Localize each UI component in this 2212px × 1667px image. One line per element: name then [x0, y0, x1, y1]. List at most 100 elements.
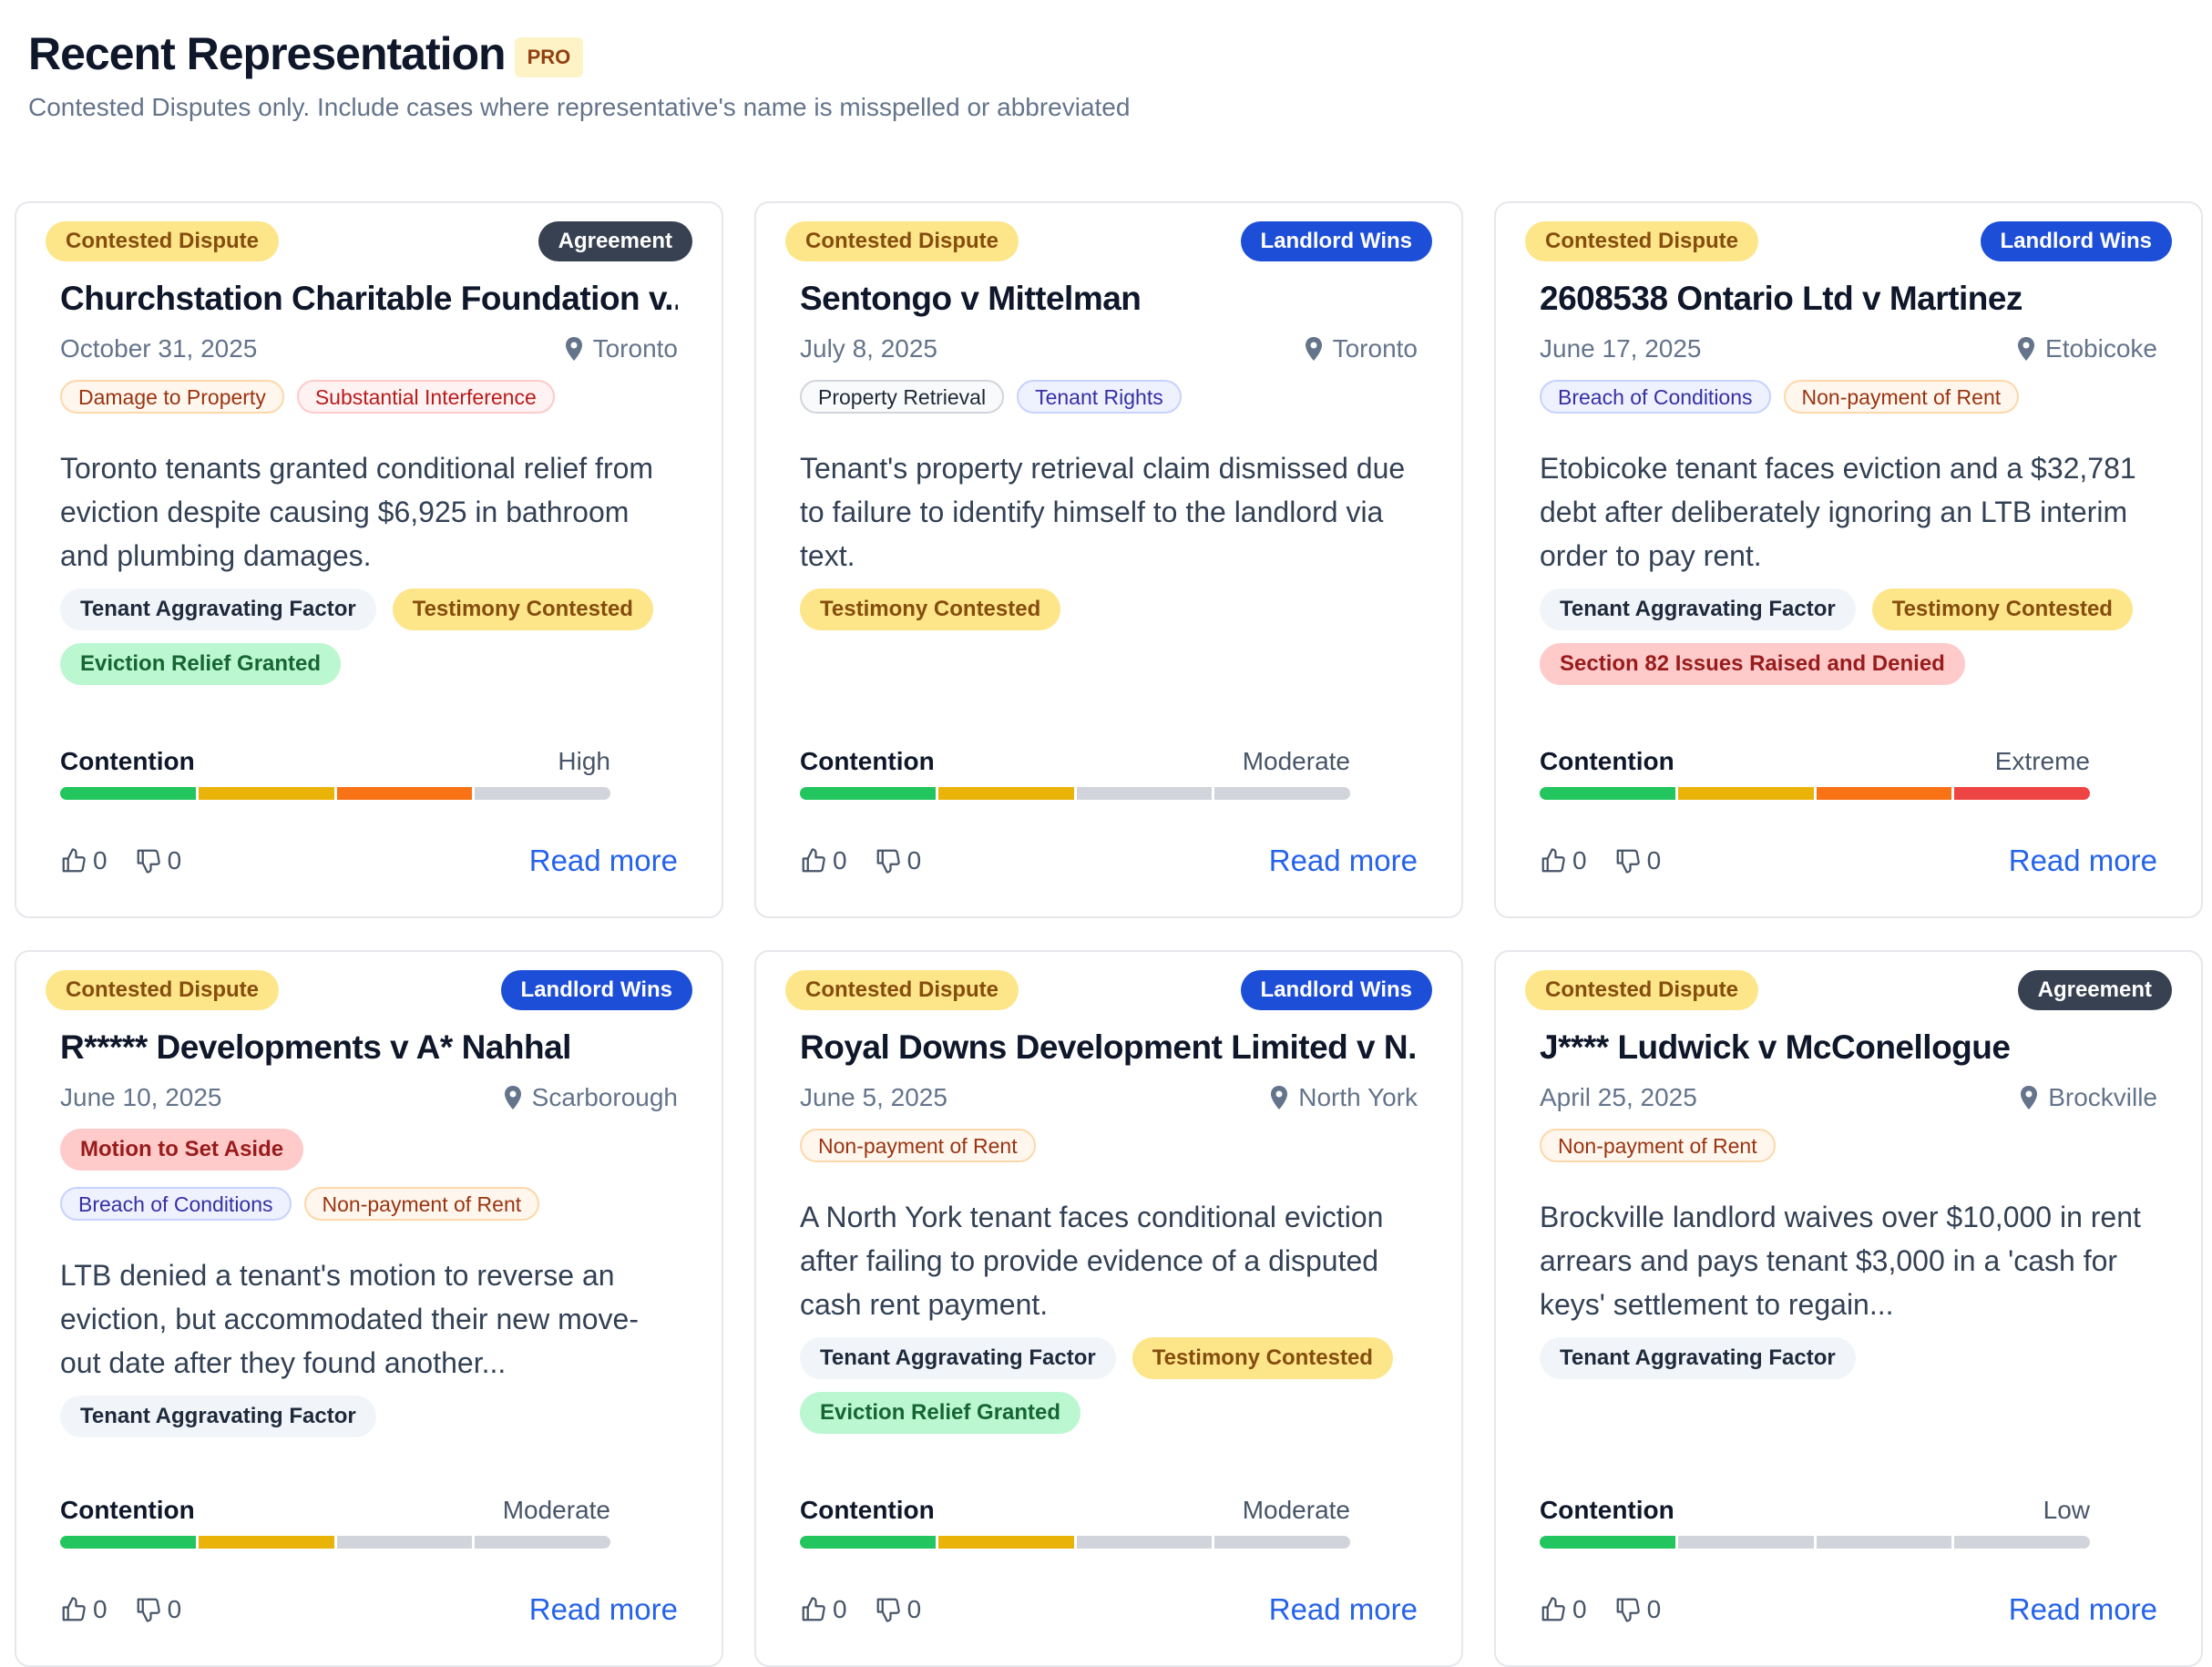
card-footer: 0 0 Read more	[1540, 1592, 2157, 1627]
like-button[interactable]: 0	[60, 1595, 108, 1624]
like-button[interactable]: 0	[800, 1595, 847, 1624]
icon	[135, 847, 162, 874]
dislike-button[interactable]: 0	[875, 1595, 921, 1624]
icon	[1304, 336, 1324, 362]
like-count: 0	[93, 1595, 108, 1623]
card-footer: 0 0 Read more	[60, 844, 678, 878]
flag-tag: Eviction Relief Granted	[800, 1392, 1081, 1434]
icon	[1540, 847, 1567, 874]
outcome-badge: Agreement	[538, 221, 692, 261]
outcome-badge: Landlord Wins	[1980, 221, 2172, 261]
category-row: Non-payment of Rent	[1540, 1129, 2157, 1162]
case-summary: LTB denied a tenant's motion to reverse …	[60, 1259, 639, 1379]
page: Recent Representation PRO Contested Dispu…	[15, 28, 2203, 1667]
location: Scarborough	[503, 1083, 678, 1112]
meter-segment	[1214, 1536, 1350, 1549]
meter-segment	[1540, 787, 1675, 800]
flag-list: Tenant Aggravating Factor	[60, 1396, 678, 1437]
contention-row: Contention Moderate	[60, 1496, 610, 1525]
location: North York	[1269, 1083, 1418, 1112]
case-date: April 25, 2025	[1540, 1083, 1697, 1111]
dislike-button[interactable]: 0	[875, 846, 922, 875]
card-body: Sentongo v Mittelman July 8, 2025 Toronto P…	[756, 261, 1461, 916]
contention: Contention High	[60, 747, 610, 800]
case-date: June 10, 2025	[60, 1083, 222, 1111]
category-tag: Non-payment of Rent	[303, 1187, 540, 1221]
like-button[interactable]: 0	[1540, 1595, 1587, 1624]
case-card: Contested Dispute Landlord Wins Sentongo v…	[754, 201, 1463, 918]
contention-level: Moderate	[502, 1496, 610, 1524]
contention: Contention Low	[1540, 1496, 2090, 1549]
card-body: 2608538 Ontario Ltd v Martinez June 17, 2…	[1496, 261, 2201, 916]
like-count: 0	[833, 846, 847, 874]
case-card: Contested Dispute Agreement Churchstation …	[15, 201, 723, 918]
case-title: R***** Developments v A* Nahhal	[60, 1028, 571, 1066]
meter-segment	[1816, 1536, 1952, 1549]
badge-row: Contested Dispute Landlord Wins	[756, 221, 1461, 261]
dislike-button[interactable]: 0	[135, 846, 182, 875]
contention-meter	[60, 1536, 610, 1549]
meter-segment	[60, 1536, 196, 1549]
read-more-link[interactable]: Read more	[2008, 1592, 2157, 1626]
case-title: J**** Ludwick v McConellogue	[1540, 1028, 2011, 1066]
read-more-link[interactable]: Read more	[1268, 1592, 1418, 1626]
badge-row: Contested Dispute Agreement	[1496, 970, 2201, 1010]
flag-tag: Testimony Contested	[800, 588, 1061, 630]
like-button[interactable]: 0	[60, 846, 108, 875]
badge-row: Contested Dispute Agreement	[16, 221, 722, 261]
contention-label: Contention	[60, 747, 195, 775]
read-more-link[interactable]: Read more	[528, 844, 678, 877]
contention-label: Contention	[60, 1496, 195, 1524]
dislike-button[interactable]: 0	[1614, 1595, 1661, 1624]
status-badge: Contested Dispute	[1525, 970, 1759, 1010]
contention: Contention Moderate	[60, 1496, 610, 1549]
dislike-count: 0	[167, 1595, 182, 1623]
icon	[1614, 847, 1642, 874]
meter-segment	[336, 1536, 473, 1549]
meter-segment	[1816, 787, 1952, 800]
like-button[interactable]: 0	[1540, 846, 1587, 875]
card-body: Royal Downs Development Limited v N... Ju…	[756, 1010, 1461, 1665]
contention-meter	[800, 787, 1350, 800]
flag-tag: Tenant Aggravating Factor	[60, 588, 376, 630]
meter-segment	[1076, 1536, 1213, 1549]
case-card: Contested Dispute Agreement J**** Ludwick …	[1494, 950, 2203, 1667]
icon	[2016, 336, 2036, 362]
dislike-button[interactable]: 0	[135, 1595, 182, 1624]
icon	[1614, 1596, 1642, 1623]
read-more-link[interactable]: Read more	[1268, 844, 1418, 877]
flag-tag: Tenant Aggravating Factor	[60, 1396, 376, 1437]
flag-tag: Eviction Relief Granted	[60, 643, 342, 685]
category-row: Non-payment of Rent	[800, 1129, 1418, 1162]
case-card: Contested Dispute Landlord Wins Royal Down…	[754, 950, 1463, 1667]
card-body: Churchstation Charitable Foundation v...…	[16, 261, 722, 916]
dislike-button[interactable]: 0	[1614, 846, 1661, 875]
meter-segment	[1677, 787, 1814, 800]
case-title: Churchstation Charitable Foundation v...	[60, 280, 678, 317]
case-meta: June 10, 2025 Scarborough	[60, 1083, 678, 1112]
badge-row: Contested Dispute Landlord Wins	[1496, 221, 2201, 261]
flag-tag: Testimony Contested	[1871, 588, 2133, 630]
icon	[2019, 1085, 2039, 1110]
category-row: Breach of Conditions Non-payment of Rent	[60, 1187, 678, 1221]
icon	[800, 1596, 827, 1623]
contention: Contention Extreme	[1540, 747, 2090, 800]
contention-label: Contention	[800, 1496, 935, 1524]
category-row: Damage to Property Substantial Interferen…	[60, 380, 678, 414]
dislike-count: 0	[167, 846, 182, 874]
flag-tag: Tenant Aggravating Factor	[1540, 1337, 1856, 1379]
category-row: Breach of Conditions Non-payment of Rent	[1540, 380, 2157, 414]
category-tag: Damage to Property	[60, 380, 284, 414]
dislike-count: 0	[906, 846, 922, 874]
case-date: June 17, 2025	[1540, 334, 1702, 363]
contention: Contention Moderate	[800, 1496, 1350, 1549]
read-more-link[interactable]: Read more	[2008, 844, 2157, 877]
card-footer: 0 0 Read more	[800, 1592, 1418, 1627]
icon	[875, 847, 902, 874]
meter-segment	[937, 1536, 1074, 1549]
contention-meter	[800, 1536, 1350, 1549]
read-more-link[interactable]: Read more	[528, 1592, 678, 1626]
like-button[interactable]: 0	[800, 846, 847, 875]
status-badge: Contested Dispute	[1525, 221, 1759, 261]
